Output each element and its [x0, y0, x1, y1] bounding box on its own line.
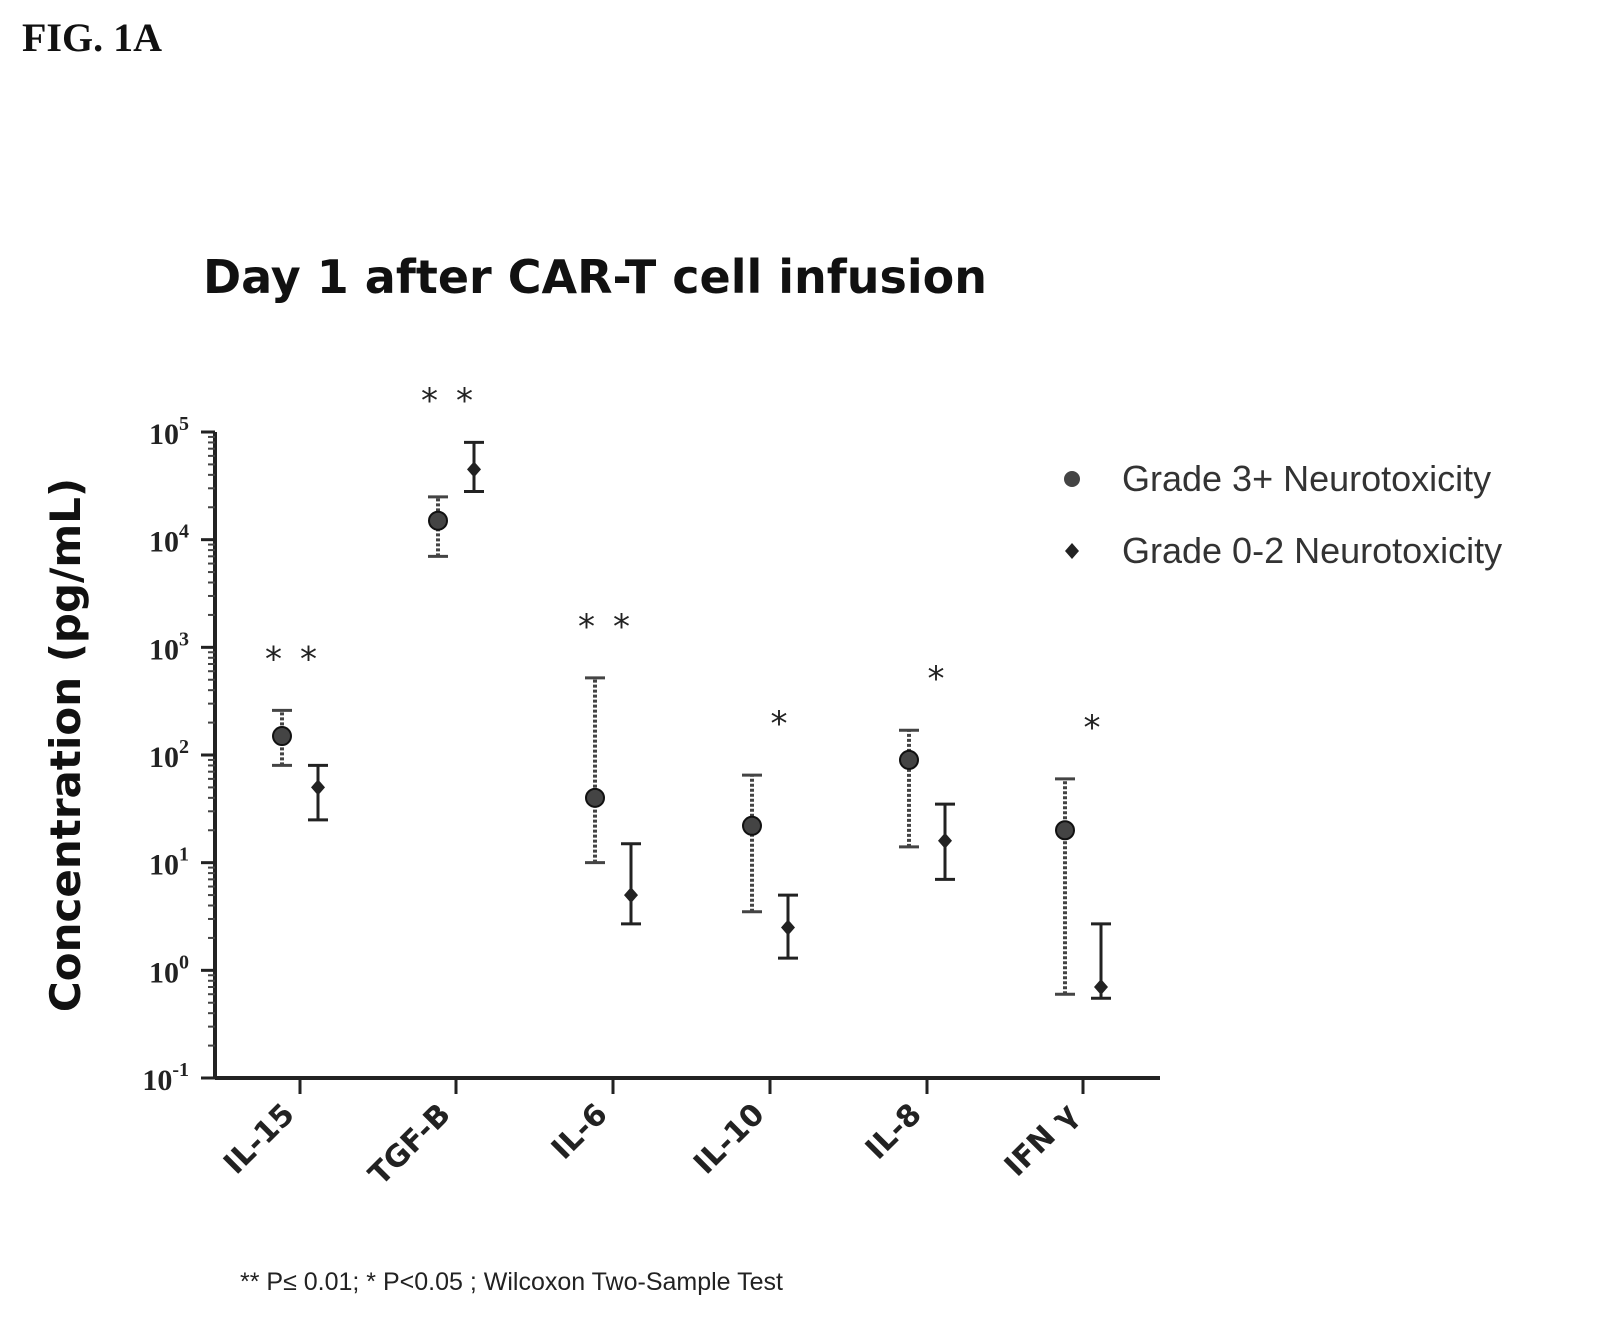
- y-tick-label: 101: [149, 844, 189, 882]
- data-point: [938, 832, 952, 849]
- data-marks: [272, 440, 1111, 1000]
- data-point: [467, 461, 481, 478]
- legend-marker: [1065, 543, 1079, 559]
- data-point: [624, 887, 638, 904]
- y-tick-label: 100: [149, 951, 189, 989]
- x-tick-label: IL-8: [859, 1097, 929, 1167]
- y-tick-label: 104: [149, 521, 189, 559]
- significance-label: **: [421, 381, 491, 421]
- legend-label: Grade 0-2 Neurotoxicity: [1122, 530, 1502, 571]
- x-tick-label: IL-6: [545, 1097, 615, 1167]
- y-tick-label: 105: [149, 413, 189, 451]
- data-point: [781, 919, 795, 936]
- x-tick-labels: IL-15 TGF-B IL-6 IL-10 IL-8 IFN γ: [217, 1078, 1085, 1192]
- y-tick-label: 103: [149, 628, 189, 666]
- data-point: [311, 779, 325, 796]
- chart-axes: [213, 432, 1160, 1080]
- data-point: [272, 726, 292, 747]
- data-point: [742, 815, 762, 836]
- y-axis-label: Concentration (pg/mL): [41, 478, 90, 1012]
- data-point: [1055, 820, 1075, 841]
- footnote: ** P≤ 0.01; * P<0.05 ; Wilcoxon Two-Samp…: [240, 1268, 783, 1296]
- data-point: [585, 787, 605, 808]
- data-point: [428, 510, 448, 531]
- y-tick-label: 10-1: [142, 1059, 189, 1097]
- x-tick-label: IFN γ: [998, 1097, 1085, 1184]
- legend-label: Grade 3+ Neurotoxicity: [1122, 458, 1491, 499]
- data-point: [899, 749, 919, 770]
- x-tick-label: IL-15: [217, 1097, 301, 1181]
- y-ticks: 10-1 100 101 102 103 104 105: [142, 413, 215, 1097]
- x-tick-label: TGF-B: [362, 1097, 457, 1192]
- legend-marker: [1064, 471, 1080, 487]
- significance-label: *: [928, 659, 963, 699]
- significance-label: *: [1084, 708, 1119, 748]
- significance-marks: *********: [265, 381, 1119, 748]
- chart-title: Day 1 after CAR-T cell infusion: [202, 250, 988, 304]
- y-tick-label: 102: [149, 736, 189, 774]
- data-point: [1094, 979, 1108, 996]
- significance-label: *: [771, 704, 806, 744]
- legend: Grade 3+ Neurotoxicity Grade 0-2 Neurotox…: [1064, 458, 1502, 571]
- significance-label: **: [265, 639, 335, 679]
- figure-label: FIG. 1A: [22, 15, 162, 60]
- significance-label: **: [578, 607, 648, 647]
- x-tick-label: IL-10: [687, 1097, 771, 1181]
